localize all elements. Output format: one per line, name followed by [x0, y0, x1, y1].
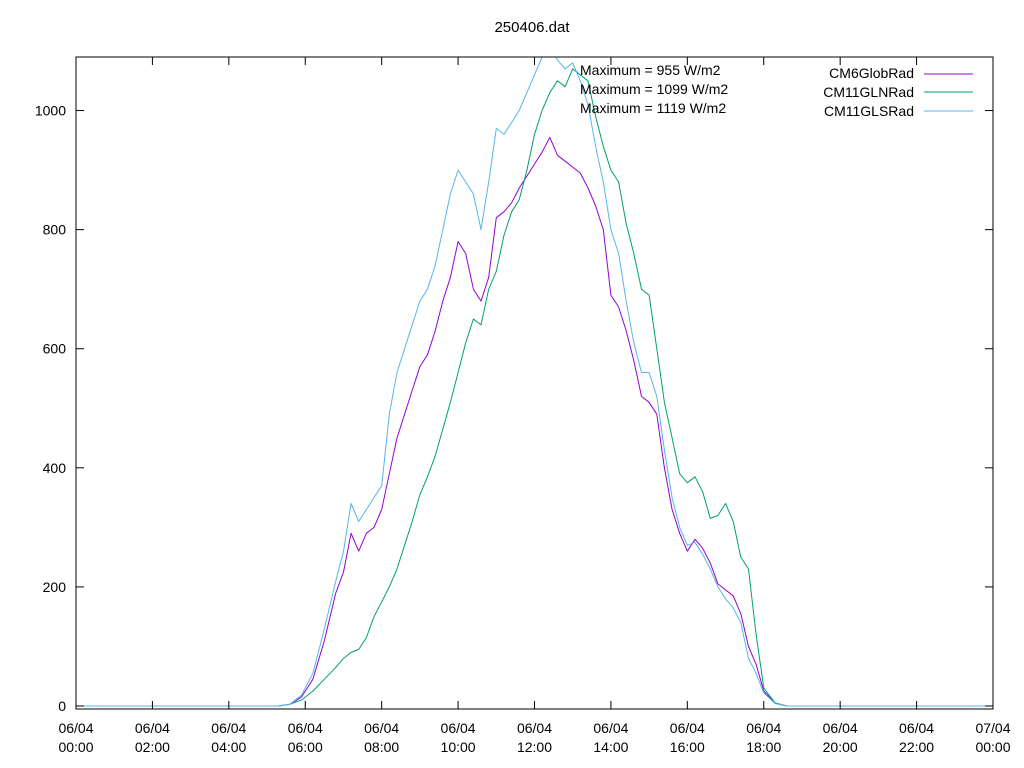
y-tick-label: 800: [43, 222, 67, 238]
x-tick-label-date: 06/04: [670, 720, 705, 736]
legend-label-cm11glsrad: CM11GLSRad: [824, 103, 914, 119]
annotation-max-cm6: Maximum = 955 W/m2: [580, 62, 721, 78]
x-tick-label-time: 00:00: [975, 739, 1010, 755]
x-tick-label-date: 06/04: [517, 720, 552, 736]
y-tick-label: 0: [58, 698, 66, 714]
x-tick-label-date: 06/04: [364, 720, 399, 736]
x-tick-label-time: 00:00: [58, 739, 93, 755]
x-tick-label-date: 06/04: [899, 720, 934, 736]
plot-frame: [75, 56, 994, 710]
x-tick-label-date: 06/04: [746, 720, 781, 736]
data-layer: [76, 57, 993, 707]
x-tick-label-date: 06/04: [58, 720, 93, 736]
series-line-cm11glsrad: [76, 57, 993, 707]
annotation-max-cm11gln: Maximum = 1099 W/m2: [580, 81, 728, 97]
legend-label-cm6globrad: CM6GlobRad: [829, 65, 914, 81]
y-axis: 0 200 400 600 800 1000: [35, 103, 993, 714]
annotations: Maximum = 955 W/m2 Maximum = 1099 W/m2 M…: [580, 62, 728, 116]
x-tick-label-date: 06/04: [211, 720, 246, 736]
x-tick-label-time: 22:00: [899, 739, 934, 755]
x-tick-label-time: 14:00: [593, 739, 628, 755]
x-tick-label-date: 06/04: [135, 720, 170, 736]
x-tick-label-time: 02:00: [135, 739, 170, 755]
y-tick-label: 400: [43, 460, 67, 476]
chart-title: 250406.dat: [494, 19, 570, 36]
annotation-max-cm11gls: Maximum = 1119 W/m2: [580, 100, 726, 116]
x-tick-label-time: 08:00: [364, 739, 399, 755]
legend: CM6GlobRad CM11GLNRad CM11GLSRad: [823, 65, 973, 119]
x-tick-label-time: 10:00: [441, 739, 476, 755]
x-tick-label-date: 07/04: [975, 720, 1010, 736]
y-tick-label: 200: [43, 579, 67, 595]
series-line-cm6globrad: [76, 136, 993, 707]
series-group: [76, 57, 993, 707]
x-axis: 06/04 00:00 06/04 02:00 06/04 04:00 06/04 06:00…: [58, 57, 1011, 755]
x-tick-label-date: 06/04: [823, 720, 858, 736]
legend-label-cm11glnrad: CM11GLNRad: [823, 84, 914, 100]
x-tick-label-time: 16:00: [670, 739, 705, 755]
y-tick-label: 1000: [35, 103, 66, 119]
x-tick-label-time: 18:00: [746, 739, 781, 755]
x-tick-label-date: 06/04: [441, 720, 476, 736]
x-tick-label-time: 20:00: [823, 739, 858, 755]
x-tick-label-time: 12:00: [517, 739, 552, 755]
x-tick-label-time: 04:00: [211, 739, 246, 755]
series-line-cm11glnrad: [76, 68, 993, 707]
y-tick-label: 600: [43, 341, 67, 357]
x-tick-label-date: 06/04: [288, 720, 323, 736]
x-tick-label-date: 06/04: [593, 720, 628, 736]
x-tick-label-time: 06:00: [288, 739, 323, 755]
